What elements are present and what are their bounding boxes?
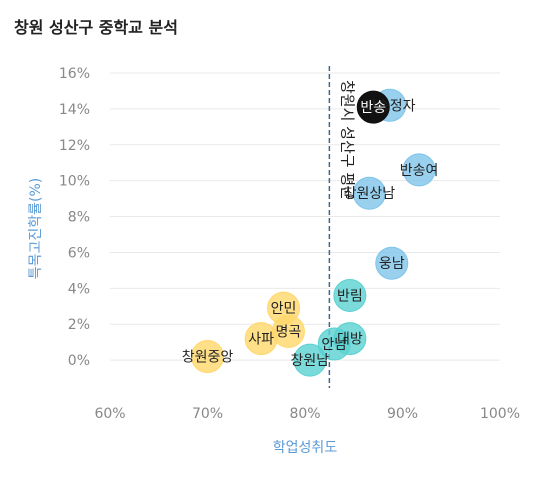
data-point-label: 창원중앙	[182, 350, 234, 366]
chart-title: 창원 성산구 중학교 분석	[14, 18, 178, 37]
data-point-label: 반송정자	[364, 98, 416, 114]
data-point-label: 반송여	[400, 163, 439, 179]
data-point	[293, 343, 327, 377]
y-axis-label: 특목고진학률(%)	[28, 178, 44, 280]
y-tick-label: 0%	[68, 353, 90, 369]
data-point	[191, 340, 224, 374]
x-tick-label: 90%	[387, 406, 418, 422]
y-tick-label: 16%	[59, 66, 90, 82]
data-point	[333, 279, 367, 313]
y-tick-label: 14%	[59, 102, 90, 118]
data-point	[317, 327, 351, 361]
x-axis-label: 학업성취도	[273, 440, 338, 456]
y-tick-label: 2%	[68, 317, 90, 333]
x-tick-label: 80%	[289, 406, 320, 422]
data-point	[375, 246, 409, 280]
data-point-label: 반림	[337, 289, 363, 305]
data-point-label: 웅남	[379, 256, 405, 272]
x-tick-label: 100%	[480, 406, 520, 422]
y-tick-label: 12%	[59, 138, 90, 154]
data-point-label: 창원남	[291, 353, 330, 369]
data-point-label: 명곡	[276, 324, 302, 340]
reference-line-label: 창원시 성산구 평균	[338, 80, 356, 200]
data-point	[356, 90, 390, 124]
y-tick-label: 4%	[68, 281, 90, 297]
data-point	[244, 322, 278, 356]
data-point-label: 안남	[321, 337, 347, 353]
data-point	[402, 153, 436, 187]
data-point-label: 창원상남	[344, 186, 396, 202]
data-point-label: 안민	[271, 301, 297, 317]
data-point-label: 사파	[248, 332, 274, 348]
x-tick-label: 60%	[94, 406, 125, 422]
x-tick-label: 70%	[192, 406, 223, 422]
y-tick-label: 10%	[59, 174, 90, 190]
y-tick-label: 8%	[68, 210, 90, 226]
data-point-label: 반송	[360, 100, 386, 116]
y-tick-label: 6%	[68, 245, 90, 261]
data-point-label: 대방	[337, 332, 363, 348]
data-point	[352, 176, 386, 210]
